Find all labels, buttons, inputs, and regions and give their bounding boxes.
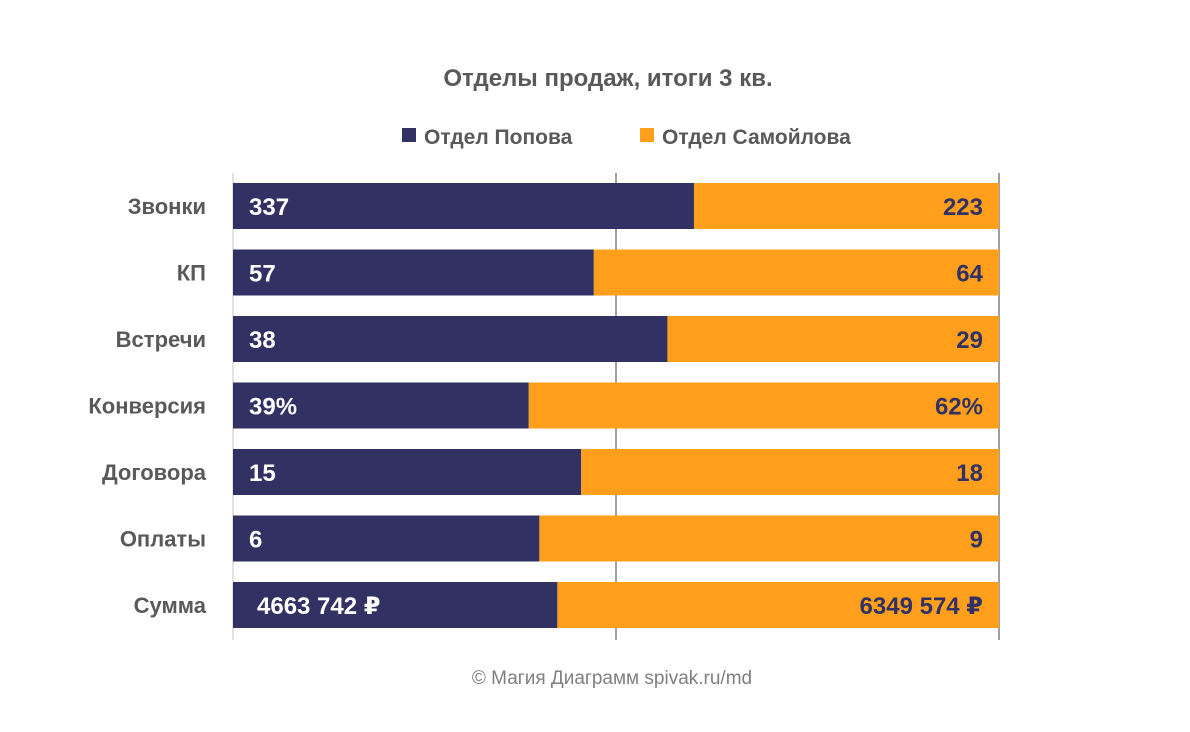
- category-label: Договора: [102, 460, 207, 485]
- legend-swatch-popov: [402, 128, 416, 142]
- data-label: 39%: [249, 394, 297, 421]
- data-label: 223: [943, 194, 983, 221]
- data-label: 57: [249, 261, 276, 288]
- data-label: 15: [249, 460, 276, 487]
- category-label: Звонки: [128, 194, 206, 219]
- bar-segment: [233, 183, 694, 229]
- legend-swatch-samoylov: [640, 128, 654, 142]
- bars: 337 223 57 64 38 29 39% 62% 15 18 6 9 4663 742 ₽ 6349…: [233, 183, 999, 628]
- category-label: Оплаты: [120, 527, 206, 552]
- legend: Отдел Попова Отдел Самойлова: [402, 126, 851, 149]
- bar-segment: [593, 249, 999, 296]
- data-label: 6349 574 ₽: [860, 593, 983, 620]
- bar-segment: [528, 382, 999, 429]
- bar-segment: [693, 183, 999, 229]
- bar-segment: [557, 582, 999, 628]
- bar-segment: [667, 316, 999, 362]
- data-label: 29: [956, 327, 983, 354]
- bar-segment: [233, 316, 668, 362]
- data-label: 38: [249, 327, 276, 354]
- chart-title: Отделы продаж, итоги 3 кв.: [443, 65, 772, 92]
- data-label: 4663 742 ₽: [257, 593, 380, 620]
- bar-segment: [581, 449, 999, 495]
- bar-segment: [233, 382, 529, 429]
- legend-label-popov: Отдел Попова: [424, 126, 573, 149]
- category-label: Сумма: [134, 593, 207, 618]
- data-label: 64: [956, 261, 983, 288]
- data-label: 18: [956, 460, 983, 487]
- data-label: 62%: [935, 394, 983, 421]
- data-label: 9: [970, 527, 983, 554]
- bar-segment: [233, 515, 540, 562]
- bar-segment: [233, 249, 594, 296]
- bar-segment: [233, 449, 582, 495]
- legend-label-samoylov: Отдел Самойлова: [662, 126, 851, 149]
- data-label: 337: [249, 194, 289, 221]
- footer-credit: © Магия Диаграмм spivak.ru/md: [472, 668, 752, 689]
- bar-segment: [539, 515, 999, 562]
- bar-segment: [233, 582, 558, 628]
- category-label: Конверсия: [88, 394, 206, 419]
- category-label: КП: [177, 261, 206, 286]
- data-label: 6: [249, 527, 262, 554]
- category-label: Встречи: [116, 327, 206, 352]
- category-labels: Звонки КП Встречи Конверсия Договора Оплаты Су…: [88, 194, 206, 618]
